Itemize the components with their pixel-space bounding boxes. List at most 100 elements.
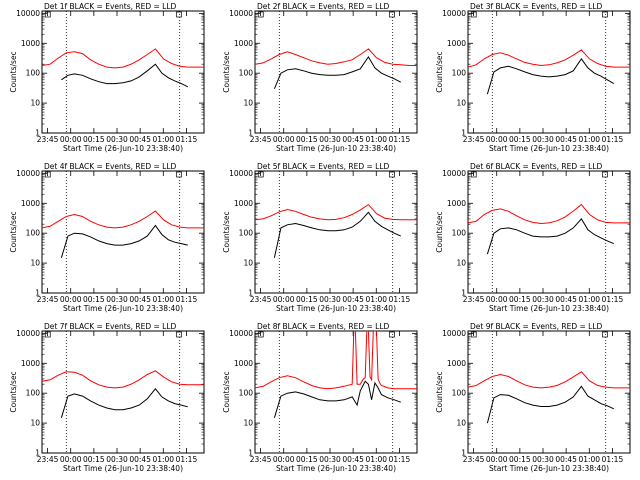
- y-tick-label: 10000: [442, 9, 466, 18]
- series-lld-line: [42, 370, 204, 389]
- panel-det-1f: Det 1f BLACK = Events, RED = LLD 1 10 100 10…: [9, 2, 205, 153]
- panel-title: Det 6f BLACK = Events, RED = LLD: [470, 162, 603, 171]
- x-axis-label: Start Time (26-Jun-10 23:38:40): [63, 464, 183, 473]
- y-tick-label: 1: [35, 289, 40, 298]
- y-tick-label: 10: [456, 419, 466, 428]
- y-tick-label: 1000: [21, 39, 40, 48]
- series-events-line: [486, 58, 615, 95]
- x-tick-label: 00:30: [106, 295, 128, 304]
- y-tick-label: 1000: [234, 39, 253, 48]
- x-tick-label: 01:15: [176, 295, 198, 304]
- y-axis-label: Counts/sec: [435, 371, 444, 412]
- x-tick-label: 23:45: [463, 135, 485, 144]
- flag-marker-box: [176, 171, 182, 178]
- y-tick-label: 10: [456, 259, 466, 268]
- panel-title: Det 2f BLACK = Events, RED = LLD: [257, 2, 390, 11]
- x-tick-label: 01:15: [602, 295, 624, 304]
- x-tick-label: 01:15: [176, 455, 198, 464]
- x-tick-label: 00:45: [555, 295, 577, 304]
- panel-title: Det 4f BLACK = Events, RED = LLD: [44, 162, 177, 171]
- x-tick-label: 00:45: [342, 455, 364, 464]
- x-tick-label: 00:00: [486, 295, 508, 304]
- panel-title: Det 9f BLACK = Events, RED = LLD: [470, 322, 603, 331]
- y-tick-label: 10000: [229, 9, 253, 18]
- x-tick-label: 23:45: [463, 295, 485, 304]
- flag-marker-box: [389, 331, 395, 338]
- y-tick-label: 100: [239, 229, 254, 238]
- x-tick-label: 01:00: [152, 135, 174, 144]
- x-tick-label: 01:00: [578, 135, 600, 144]
- y-tick-label: 10: [243, 99, 253, 108]
- series-lld-line: [468, 203, 630, 225]
- x-tick-label: 23:45: [250, 295, 272, 304]
- series-lld-line: [42, 210, 204, 229]
- panel-title: Det 3f BLACK = Events, RED = LLD: [470, 2, 603, 11]
- x-tick-label: 01:00: [365, 295, 387, 304]
- y-axis-label: Counts/sec: [435, 211, 444, 252]
- x-tick-label: 01:00: [152, 455, 174, 464]
- x-tick-label: 23:45: [250, 455, 272, 464]
- plot-frame: [41, 330, 205, 454]
- x-tick-label: 00:15: [296, 135, 318, 144]
- y-tick-label: 1000: [21, 199, 40, 208]
- x-tick-label: 01:00: [365, 135, 387, 144]
- series-events-line: [486, 218, 614, 255]
- series-events-line: [60, 388, 188, 418]
- series-events-line: [273, 55, 402, 89]
- x-axis-label: Start Time (26-Jun-10 23:38:40): [489, 464, 609, 473]
- y-tick-label: 100: [26, 389, 41, 398]
- x-tick-label: 00:30: [532, 135, 554, 144]
- y-tick-label: 10: [30, 99, 40, 108]
- x-tick-label: 00:45: [129, 135, 151, 144]
- panel-det-8f: Det 8f BLACK = Events, RED = LLD 1 10 100 10…: [222, 322, 418, 473]
- x-tick-label: 00:00: [486, 455, 508, 464]
- y-tick-label: 10000: [442, 329, 466, 338]
- x-tick-label: 00:00: [486, 135, 508, 144]
- y-axis-label: Counts/sec: [222, 211, 231, 252]
- y-tick-label: 100: [239, 389, 254, 398]
- plot-frame: [467, 170, 631, 294]
- x-tick-label: 01:15: [389, 295, 411, 304]
- y-tick-label: 10: [30, 259, 40, 268]
- flag-marker-box: [602, 11, 608, 18]
- series-events-line: [486, 385, 615, 424]
- y-tick-label: 10: [243, 259, 253, 268]
- y-tick-label: 1: [248, 449, 253, 458]
- x-tick-label: 00:00: [273, 295, 295, 304]
- x-tick-label: 00:15: [509, 455, 531, 464]
- series-lld-line: [42, 48, 204, 69]
- flag-marker-box: [176, 11, 182, 18]
- flag-marker-box: [602, 331, 608, 338]
- x-tick-label: 00:00: [60, 455, 82, 464]
- y-tick-label: 1: [461, 289, 466, 298]
- y-tick-label: 1: [248, 129, 253, 138]
- panel-title: Det 1f BLACK = Events, RED = LLD: [44, 2, 177, 11]
- y-tick-label: 1000: [447, 359, 466, 368]
- x-axis-label: Start Time (26-Jun-10 23:38:40): [489, 304, 609, 313]
- x-tick-label: 00:45: [129, 455, 151, 464]
- y-tick-label: 1: [461, 449, 466, 458]
- x-tick-label: 01:00: [578, 295, 600, 304]
- series-events-line: [61, 63, 189, 88]
- x-tick-label: 01:00: [365, 455, 387, 464]
- y-tick-label: 1: [461, 129, 466, 138]
- x-tick-label: 23:45: [463, 455, 485, 464]
- y-tick-label: 1: [35, 129, 40, 138]
- y-tick-label: 100: [26, 69, 41, 78]
- y-axis-label: Counts/sec: [9, 371, 18, 412]
- y-axis-label: Counts/sec: [222, 51, 231, 92]
- flag-marker-box: [176, 331, 182, 338]
- x-tick-label: 23:45: [37, 295, 59, 304]
- x-axis-label: Start Time (26-Jun-10 23:38:40): [489, 144, 609, 153]
- x-tick-label: 23:45: [250, 135, 272, 144]
- plot-frame: [467, 10, 631, 134]
- panel-det-5f: Det 5f BLACK = Events, RED = LLD 1 10 100 10…: [222, 162, 418, 313]
- series-events-line: [60, 224, 188, 258]
- y-tick-label: 10000: [16, 9, 40, 18]
- y-axis-label: Counts/sec: [222, 371, 231, 412]
- y-axis-label: Counts/sec: [9, 51, 18, 92]
- x-tick-label: 00:00: [60, 295, 82, 304]
- x-tick-label: 00:00: [60, 135, 82, 144]
- x-tick-label: 00:45: [342, 135, 364, 144]
